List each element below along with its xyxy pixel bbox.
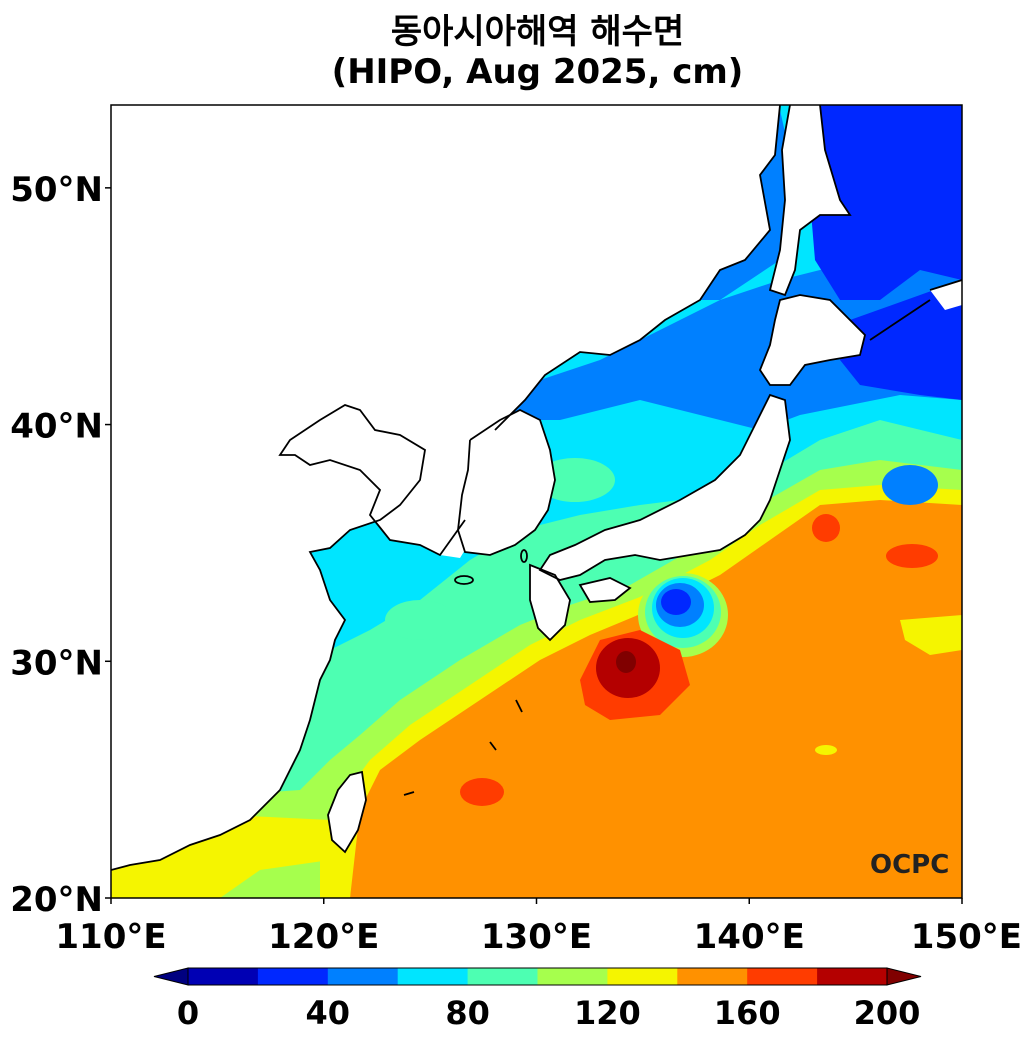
colorbar-segment <box>188 968 259 985</box>
coastlines <box>111 105 962 871</box>
colorbar-under-arrow <box>153 967 189 986</box>
colorbar: 0 40 80 120 160 200 <box>153 967 922 1032</box>
y-tick-label: 40°N <box>10 407 103 447</box>
colorbar-label: 40 <box>306 994 351 1032</box>
y-tick-label: 50°N <box>10 170 103 210</box>
colorbar-label: 120 <box>574 994 641 1032</box>
map-title: 동아시아해역 해수면 <box>390 12 685 52</box>
colorbar-segment <box>397 968 469 985</box>
colorbar-segment <box>747 968 818 985</box>
y-tick-label: 20°N <box>10 880 103 920</box>
x-tick-label: 130°E <box>481 917 592 957</box>
colorbar-segment <box>607 968 678 985</box>
colorbar-label: 0 <box>177 994 199 1032</box>
map-subtitle: (HIPO, Aug 2025, cm) <box>331 52 744 92</box>
colorbar-segment <box>817 968 888 985</box>
colorbar-label: 80 <box>445 994 490 1032</box>
x-tick-label: 140°E <box>694 917 805 957</box>
colorbar-segment <box>467 968 538 985</box>
sea-level-field <box>111 105 962 898</box>
colorbar-frame <box>187 967 888 986</box>
x-tick-label: 120°E <box>268 917 379 957</box>
colorbar-label: 200 <box>854 994 921 1032</box>
x-tick-label: 150°E <box>911 917 1022 957</box>
x-axis-labels: 110°E 120°E 130°E 140°E 150°E <box>55 898 1022 957</box>
colorbar-segment <box>677 968 748 985</box>
colorbar-segment <box>257 968 329 985</box>
colorbar-segment <box>327 968 399 985</box>
ocpc-logo: OCPC <box>870 850 949 880</box>
y-tick-label: 30°N <box>10 643 103 683</box>
colorbar-label: 160 <box>714 994 781 1032</box>
y-axis-labels: 20°N 30°N 40°N 50°N <box>10 170 111 920</box>
colorbar-over-arrow <box>886 967 922 986</box>
x-tick-label: 110°E <box>55 917 166 957</box>
colorbar-segment <box>537 968 608 985</box>
